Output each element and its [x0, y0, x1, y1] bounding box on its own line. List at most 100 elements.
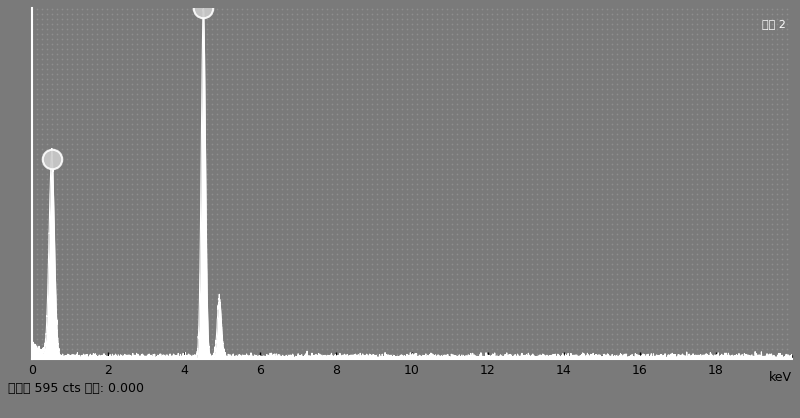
Point — [421, 161, 434, 168]
Point — [530, 31, 543, 38]
Point — [190, 241, 203, 248]
Point — [726, 216, 738, 223]
Point — [110, 326, 123, 333]
Point — [81, 191, 94, 198]
Point — [286, 276, 298, 283]
Point — [346, 326, 358, 333]
Point — [90, 76, 103, 83]
Point — [550, 6, 563, 13]
Point — [176, 356, 189, 363]
Point — [670, 61, 683, 68]
Point — [581, 326, 594, 333]
Point — [86, 91, 98, 98]
Point — [430, 76, 443, 83]
Point — [70, 246, 83, 253]
Point — [381, 11, 394, 18]
Point — [430, 221, 443, 228]
Point — [96, 246, 109, 253]
Point — [281, 96, 294, 103]
Point — [126, 16, 138, 23]
Point — [501, 221, 514, 228]
Point — [475, 186, 488, 193]
Point — [355, 181, 368, 188]
Point — [161, 346, 174, 353]
Point — [461, 11, 474, 18]
Point — [446, 16, 458, 23]
Point — [675, 111, 688, 118]
Point — [306, 181, 318, 188]
Point — [661, 96, 674, 103]
Point — [650, 196, 663, 203]
Point — [290, 276, 303, 283]
Point — [290, 331, 303, 338]
Point — [181, 321, 194, 328]
Point — [416, 161, 429, 168]
Point — [436, 281, 449, 288]
Point — [230, 196, 243, 203]
Point — [656, 176, 669, 183]
Point — [261, 271, 274, 278]
Point — [726, 6, 738, 13]
Point — [115, 21, 128, 28]
Point — [526, 211, 538, 218]
Point — [56, 266, 68, 273]
Point — [481, 301, 494, 308]
Point — [221, 261, 234, 268]
Point — [230, 111, 243, 118]
Point — [436, 101, 449, 108]
Point — [541, 106, 554, 113]
Point — [546, 236, 558, 243]
Point — [590, 11, 603, 18]
Point — [766, 201, 778, 208]
Point — [650, 221, 663, 228]
Point — [361, 216, 374, 223]
Point — [475, 71, 488, 78]
Point — [475, 176, 488, 183]
Point — [715, 86, 728, 93]
Point — [166, 211, 178, 218]
Point — [610, 66, 623, 73]
Point — [750, 161, 763, 168]
Point — [406, 11, 418, 18]
Point — [690, 166, 703, 173]
Point — [736, 81, 749, 88]
Point — [466, 271, 478, 278]
Point — [555, 311, 568, 318]
Point — [696, 111, 709, 118]
Point — [550, 51, 563, 58]
Point — [236, 86, 249, 93]
Point — [126, 266, 138, 273]
Point — [281, 341, 294, 348]
Point — [730, 211, 743, 218]
Point — [61, 186, 74, 193]
Point — [661, 271, 674, 278]
Point — [515, 271, 528, 278]
Point — [576, 251, 589, 258]
Point — [181, 146, 194, 153]
Point — [610, 26, 623, 33]
Point — [61, 286, 74, 293]
Point — [241, 126, 254, 133]
Point — [186, 76, 198, 83]
Point — [141, 126, 154, 133]
Point — [730, 181, 743, 188]
Point — [115, 41, 128, 48]
Point — [230, 301, 243, 308]
Point — [241, 206, 254, 213]
Point — [181, 271, 194, 278]
Point — [270, 156, 283, 163]
Point — [335, 226, 348, 233]
Point — [381, 261, 394, 268]
Point — [466, 256, 478, 263]
Point — [766, 146, 778, 153]
Point — [501, 346, 514, 353]
Point — [770, 101, 783, 108]
Point — [670, 181, 683, 188]
Point — [176, 96, 189, 103]
Point — [541, 26, 554, 33]
Point — [106, 296, 118, 303]
Point — [315, 316, 329, 323]
Point — [590, 36, 603, 43]
Point — [521, 36, 534, 43]
Point — [721, 301, 734, 308]
